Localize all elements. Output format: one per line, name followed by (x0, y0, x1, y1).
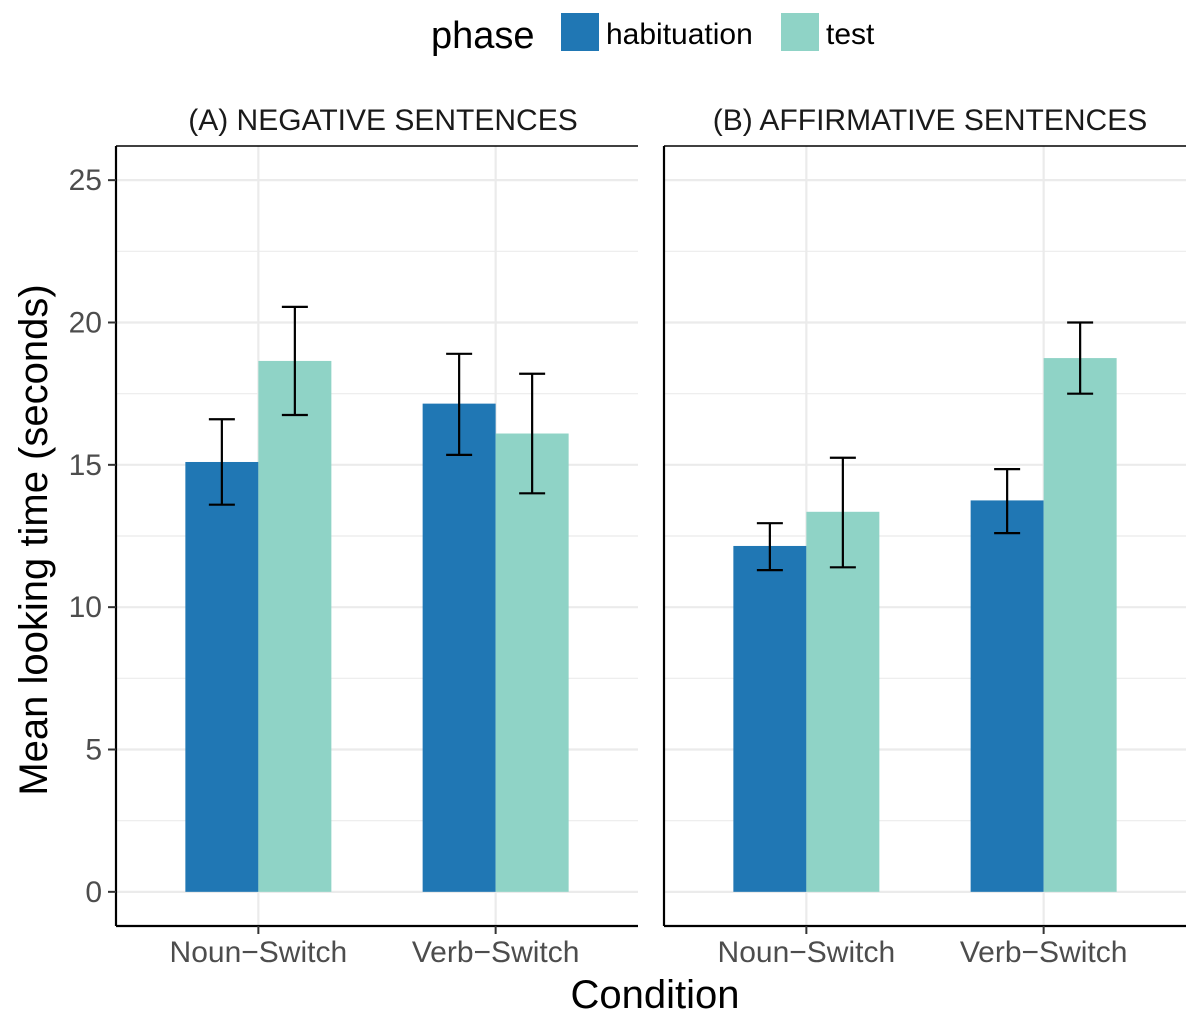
panel-a: Noun−Switch Verb−Switch 0 5 10 15 20 25 (69, 145, 638, 969)
bar-habituation (970, 500, 1044, 892)
bar-test (1043, 358, 1117, 892)
y-axis-title: Mean looking time (seconds) (12, 284, 56, 795)
x-tick-label: Verb−Switch (960, 936, 1128, 969)
x-tick-label: Verb−Switch (412, 936, 580, 969)
y-tick-label: 5 (85, 734, 102, 767)
legend: phase habituation test (431, 13, 875, 57)
x-tick-label: Noun−Switch (718, 936, 896, 969)
bar-test (258, 360, 332, 892)
legend-swatch-habituation (561, 13, 599, 51)
legend-label-test: test (826, 18, 875, 51)
y-tick-label: 10 (69, 591, 102, 624)
panel-title-b: (B) AFFIRMATIVE SENTENCES (713, 104, 1148, 137)
bar-test (495, 433, 569, 892)
legend-swatch-test (781, 13, 819, 51)
legend-title: phase (431, 15, 535, 57)
y-tick-label: 25 (69, 164, 102, 197)
y-tick-label: 0 (85, 876, 102, 909)
panel-title-a: (A) NEGATIVE SENTENCES (188, 104, 578, 137)
bar-habituation (733, 545, 807, 892)
bar-habituation (185, 461, 259, 892)
bar-habituation (422, 403, 496, 892)
x-tick-label: Noun−Switch (170, 936, 348, 969)
legend-label-habituation: habituation (606, 18, 753, 51)
y-tick-label: 20 (69, 306, 102, 339)
y-tick-label: 15 (69, 449, 102, 482)
panels: Noun−Switch Verb−Switch0510152025Noun−Swi… (69, 145, 1186, 969)
x-axis-title: Condition (570, 973, 739, 1010)
bar-test (806, 511, 880, 892)
panel-b: Noun−Switch Verb−Switch (662, 145, 1186, 969)
